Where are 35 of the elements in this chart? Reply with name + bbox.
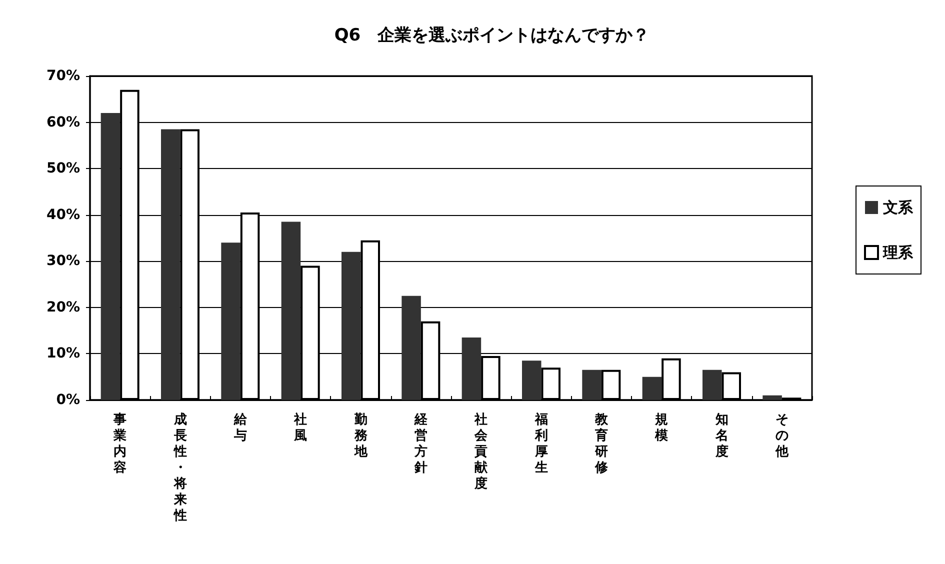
y-tick-label: 20% (46, 299, 80, 316)
y-tick-label: 50% (46, 160, 80, 177)
bar (522, 360, 542, 400)
y-tick-label: 40% (46, 206, 80, 223)
bar (702, 370, 722, 400)
y-tick-label: 30% (46, 253, 80, 270)
bar (221, 242, 240, 400)
chart-title: Q6 企業を選ぶポイントはなんですか？ (334, 26, 650, 46)
bar (281, 222, 301, 400)
y-tick-label: 70% (46, 68, 80, 84)
bar (341, 252, 361, 400)
x-tick-label: 教育研修 (594, 412, 609, 476)
x-tick-label: 知名度 (714, 412, 728, 460)
x-tick-label: 福利厚生 (534, 412, 548, 476)
x-tick-label: 事業内容 (112, 412, 127, 476)
legend-label: 理系 (882, 244, 914, 262)
x-tick-label: 勤務地 (353, 412, 368, 460)
bar (462, 338, 482, 400)
bar (402, 296, 421, 400)
bar (160, 129, 180, 400)
y-tick-label: 10% (46, 346, 80, 362)
x-tick-label: 成長性・将来性 (172, 412, 187, 524)
legend-label: 文系 (882, 198, 914, 216)
x-tick-label: 社会貢献度 (474, 412, 489, 492)
bar (762, 395, 782, 400)
bar (100, 113, 120, 400)
y-tick-label: 60% (46, 114, 80, 130)
bar (582, 370, 602, 400)
x-tick-label: 社風 (293, 412, 308, 444)
y-tick-label: 0% (56, 392, 80, 408)
x-tick-label: 経営方針 (413, 412, 428, 476)
bar (642, 376, 662, 400)
x-tick-label: その他 (774, 412, 790, 460)
x-tick-label: 給与 (232, 412, 248, 444)
x-tick-label: 規模 (654, 412, 668, 444)
